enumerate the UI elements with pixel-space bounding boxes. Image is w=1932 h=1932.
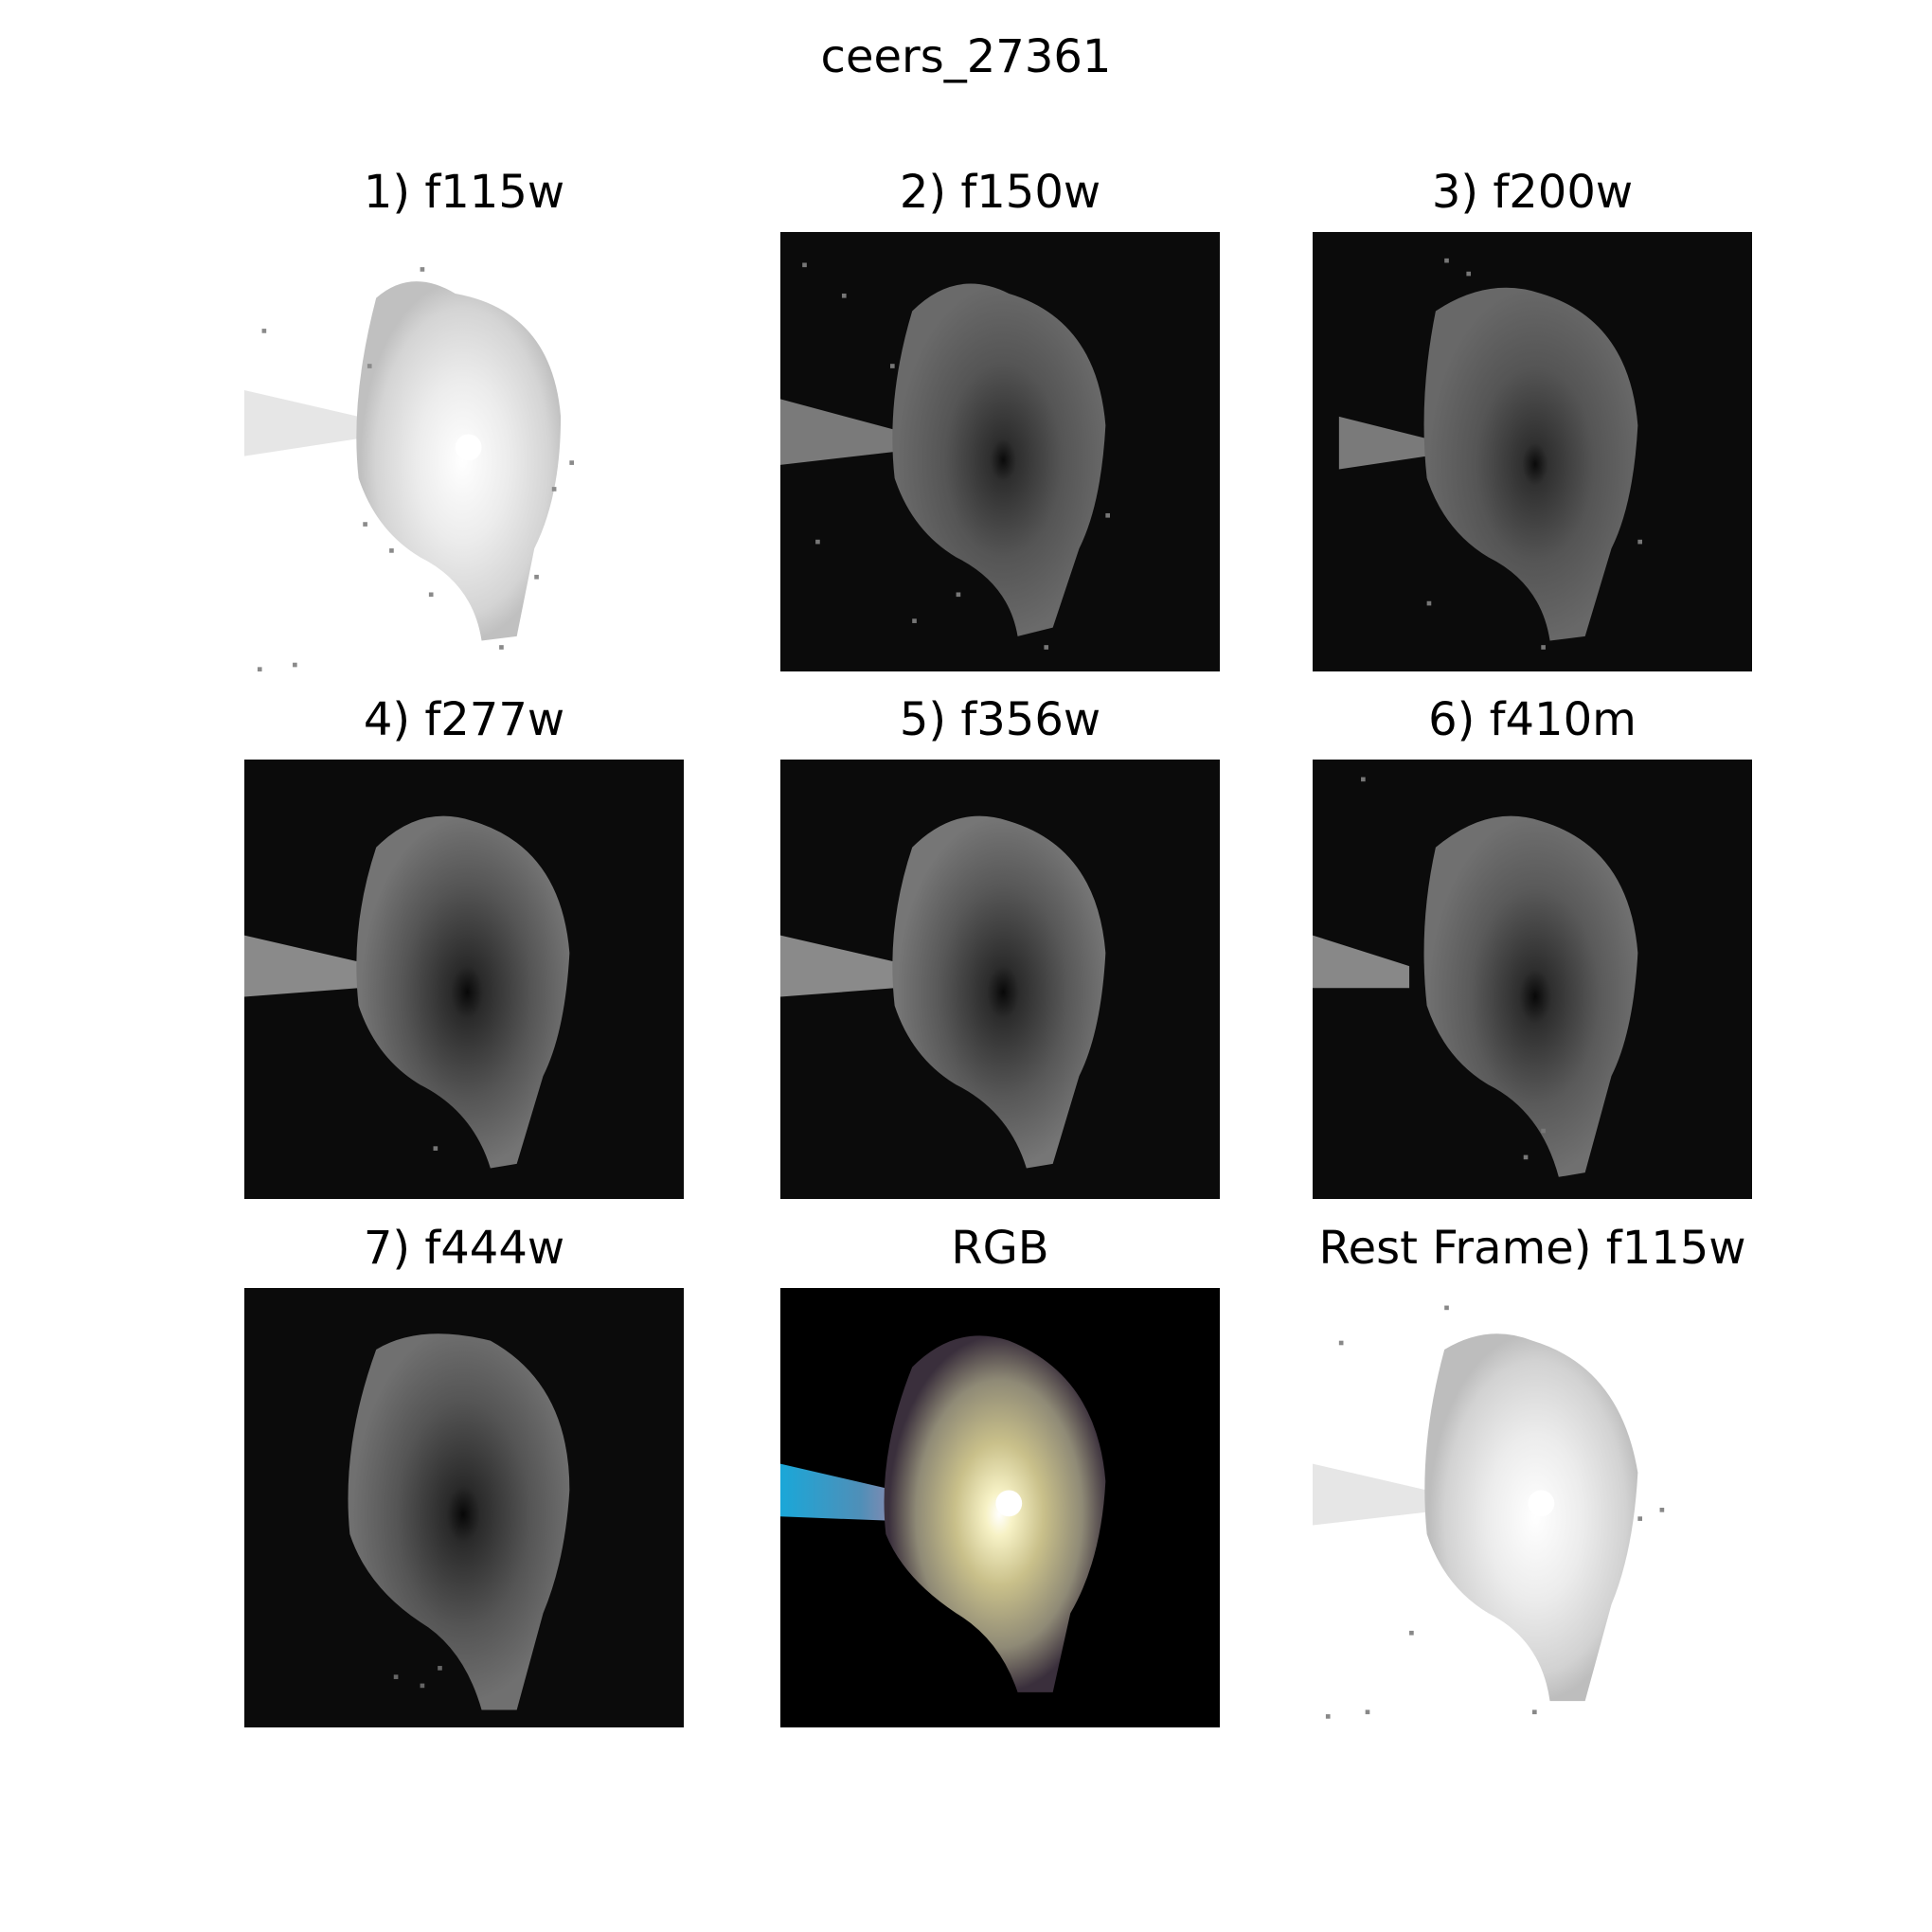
galaxy-image-grayscale [1313,232,1752,671]
figure-title: ceers_27361 [820,30,1112,83]
panel-title: 4) f277w [363,693,565,746]
galaxy-image-grayscale [244,1288,684,1727]
panel-title: 2) f150w [899,166,1101,219]
galaxy-image-inverted [244,232,684,671]
panel-title: 3) f200w [1431,166,1634,219]
panel-title: 6) f410m [1428,693,1637,746]
panel-title: Rest Frame) f115w [1318,1222,1746,1275]
panel-title: RGB [951,1222,1049,1275]
galaxy-image-rgb [780,1288,1220,1727]
panel-title: 1) f115w [363,166,565,219]
galaxy-image-grayscale [244,760,684,1199]
galaxy-image-grayscale [780,232,1220,671]
panel-title: 5) f356w [899,693,1101,746]
galaxy-image-grayscale [780,760,1220,1199]
panel-title: 7) f444w [363,1222,565,1275]
galaxy-image-inverted [1313,1288,1752,1727]
galaxy-image-grayscale [1313,760,1752,1199]
